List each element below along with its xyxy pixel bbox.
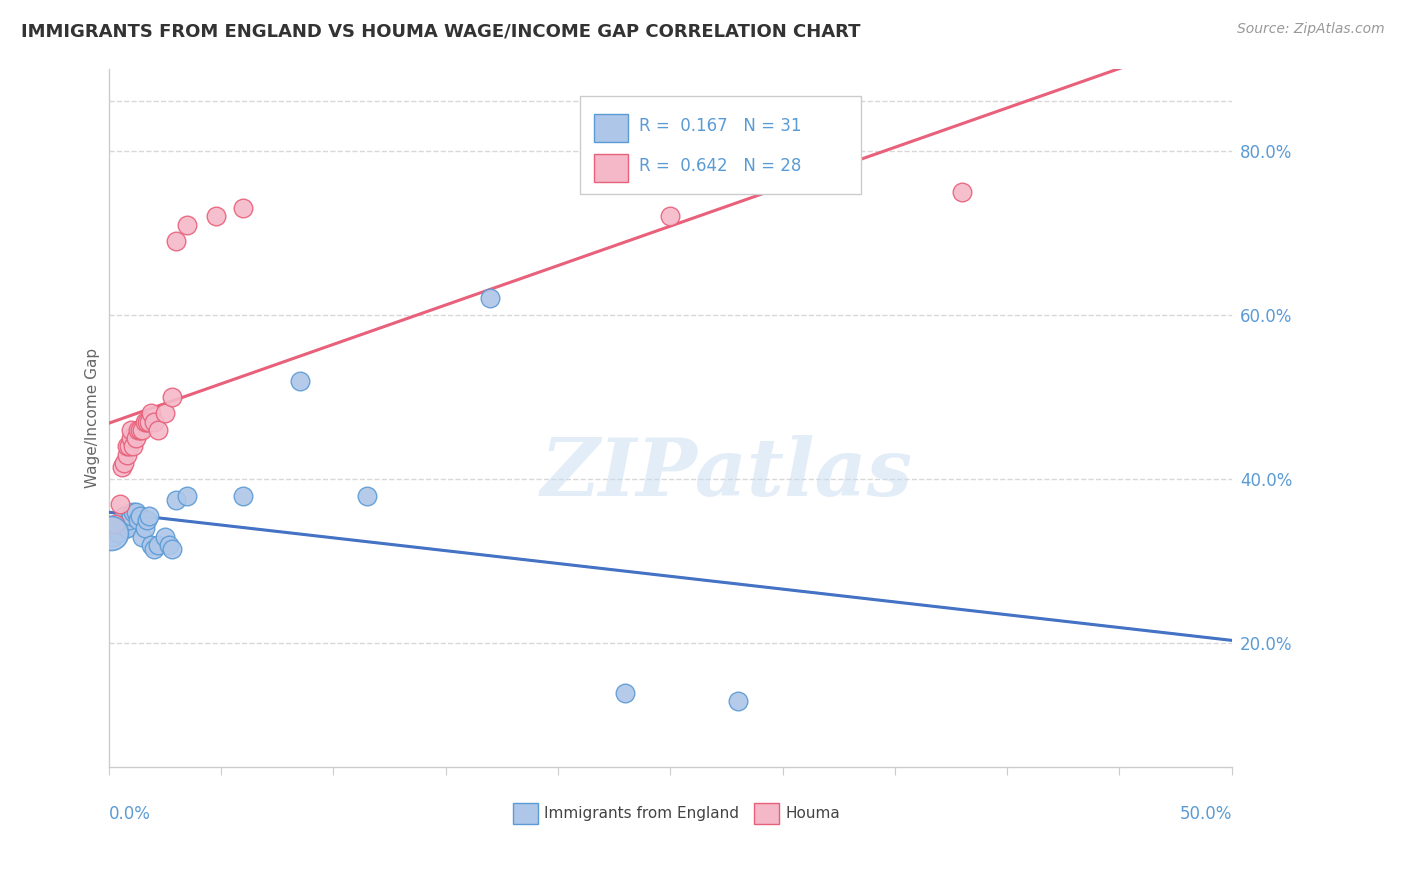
Point <box>107 525 129 540</box>
Point <box>479 292 502 306</box>
FancyBboxPatch shape <box>581 96 860 194</box>
Point <box>115 439 138 453</box>
Text: R =  0.167   N = 31: R = 0.167 N = 31 <box>638 118 801 136</box>
Point <box>950 185 973 199</box>
Text: 0.0%: 0.0% <box>108 805 150 823</box>
Text: 50.0%: 50.0% <box>1180 805 1232 823</box>
Point <box>142 415 165 429</box>
Point <box>157 538 180 552</box>
Point <box>108 497 131 511</box>
FancyBboxPatch shape <box>593 114 627 142</box>
Point <box>131 530 153 544</box>
Point <box>127 513 149 527</box>
Point <box>108 517 131 532</box>
Point <box>104 517 127 532</box>
Point <box>146 423 169 437</box>
Point <box>141 407 163 421</box>
Point <box>134 415 156 429</box>
Text: Houma: Houma <box>786 805 841 821</box>
Point <box>138 415 160 429</box>
Point <box>138 509 160 524</box>
Point <box>146 538 169 552</box>
Point <box>100 525 122 540</box>
Point <box>614 686 637 700</box>
Point <box>112 509 135 524</box>
Point <box>127 423 149 437</box>
Point <box>101 530 124 544</box>
Point <box>659 210 682 224</box>
Text: Immigrants from England: Immigrants from England <box>544 805 740 821</box>
Point <box>142 541 165 556</box>
Text: ZIPatlas: ZIPatlas <box>540 434 912 512</box>
Point <box>124 431 146 445</box>
Point <box>727 694 749 708</box>
Point <box>176 218 198 232</box>
Point <box>165 492 187 507</box>
Point <box>122 439 145 453</box>
Text: IMMIGRANTS FROM ENGLAND VS HOUMA WAGE/INCOME GAP CORRELATION CHART: IMMIGRANTS FROM ENGLAND VS HOUMA WAGE/IN… <box>21 22 860 40</box>
Point <box>153 407 176 421</box>
Point <box>115 448 138 462</box>
Point <box>205 210 228 224</box>
Text: R =  0.642   N = 28: R = 0.642 N = 28 <box>638 157 801 175</box>
FancyBboxPatch shape <box>755 803 779 824</box>
Point <box>135 415 157 429</box>
FancyBboxPatch shape <box>593 153 627 182</box>
Point <box>120 509 142 524</box>
Point <box>120 431 142 445</box>
Point <box>288 374 311 388</box>
Point <box>160 390 183 404</box>
Point <box>153 530 176 544</box>
Point <box>111 459 134 474</box>
Point <box>160 541 183 556</box>
Point <box>112 456 135 470</box>
Text: Source: ZipAtlas.com: Source: ZipAtlas.com <box>1237 22 1385 37</box>
Point <box>129 423 152 437</box>
Point <box>111 517 134 532</box>
Point <box>124 505 146 519</box>
Point <box>232 201 254 215</box>
FancyBboxPatch shape <box>513 803 537 824</box>
Point <box>129 509 152 524</box>
Point <box>134 521 156 535</box>
Point <box>118 439 141 453</box>
Point <box>356 489 378 503</box>
Point <box>115 521 138 535</box>
Point <box>165 234 187 248</box>
Point <box>232 489 254 503</box>
Point <box>118 513 141 527</box>
Point <box>115 521 138 535</box>
Point <box>122 505 145 519</box>
Point <box>120 423 142 437</box>
Point <box>176 489 198 503</box>
Point <box>141 538 163 552</box>
Y-axis label: Wage/Income Gap: Wage/Income Gap <box>86 348 100 488</box>
Point <box>131 423 153 437</box>
Point <box>135 513 157 527</box>
